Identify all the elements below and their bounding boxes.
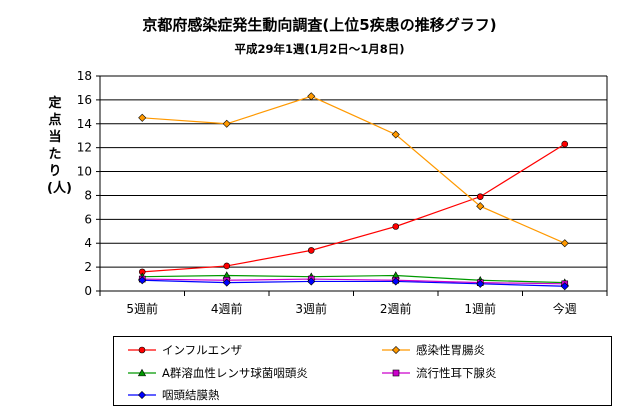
legend-entry: 感染性胃腸炎 [382, 343, 485, 357]
data-point [138, 113, 147, 122]
y-tick-label: 12 [77, 141, 92, 155]
legend-marker [137, 390, 147, 400]
data-point [391, 277, 400, 286]
data-point [392, 223, 400, 230]
series-2 [138, 92, 569, 248]
data-point [476, 279, 485, 288]
series-line [142, 95, 565, 244]
y-tick-label: 18 [77, 69, 92, 83]
y-tick-label: 8 [84, 188, 92, 202]
data-point [307, 92, 316, 101]
data-point [138, 276, 147, 285]
axes [96, 75, 608, 296]
line-chart: 0 2 4 6 8 10 12 14 16 18 5週前 4週前 3週前 2週前 1週前 今週 [77, 69, 608, 316]
series-5 [138, 276, 569, 291]
x-tick-labels: 5週前 4週前 3週前 2週前 1週前 今週 [126, 301, 576, 316]
data-point [391, 130, 400, 139]
legend-marker [137, 368, 147, 377]
x-tick-label: 3週前 [295, 301, 327, 316]
y-tick-label: 2 [84, 260, 92, 274]
legend-entry: インフルエンザ [128, 343, 242, 357]
legend-entry: A群溶血性レンサ球菌咽頭炎 [128, 366, 308, 380]
data-point [307, 277, 316, 286]
series-line [142, 279, 565, 287]
chart-subtitle: 平成29年1週(1月2日～1月8日) [234, 42, 405, 56]
x-tick-label: 1週前 [464, 301, 496, 316]
chart-title: 京都府感染症発生動向調査(上位5疾患の推移グラフ) [142, 16, 497, 34]
data-point [560, 282, 569, 291]
legend-marker [392, 369, 400, 377]
legend: インフルエンザ 感染性胃腸炎 A群溶血性レンサ球菌咽頭炎 流行性耳下腺炎咽頭結膜熱 [113, 336, 612, 406]
legend-entry: 流行性耳下腺炎 [382, 366, 497, 380]
series-line [142, 274, 565, 284]
series-1 [138, 140, 569, 276]
series-line [142, 278, 565, 285]
series-line [142, 143, 566, 273]
y-tick-label: 0 [84, 284, 92, 298]
data-point [561, 140, 569, 148]
x-tick-label: 今週 [553, 301, 577, 316]
y-tick-labels: 0 2 4 6 8 10 12 14 16 18 [77, 69, 92, 298]
x-tick-label: 5週前 [126, 301, 158, 316]
series-group [138, 92, 569, 291]
y-tick-label: 4 [84, 236, 92, 250]
data-point [560, 239, 569, 248]
legend-label: 咽頭結膜熱 [162, 388, 220, 402]
data-point [222, 119, 231, 128]
data-point [307, 247, 315, 254]
legend-label: 感染性胃腸炎 [416, 343, 485, 357]
y-tick-label: 14 [77, 117, 92, 131]
x-tick-label: 4週前 [211, 301, 243, 316]
legend-label: インフルエンザ [162, 343, 242, 357]
y-tick-label: 6 [84, 212, 92, 226]
x-tick-label: 2週前 [380, 301, 412, 316]
grid-lines [100, 75, 607, 268]
legend-entry: 咽頭結膜熱 [128, 388, 220, 402]
legend-marker [391, 345, 401, 355]
legend-label: A群溶血性レンサ球菌咽頭炎 [162, 366, 308, 380]
data-point [223, 262, 231, 270]
legend-label: 流行性耳下腺炎 [416, 366, 497, 380]
y-tick-label: 10 [77, 165, 92, 179]
data-point [476, 193, 484, 200]
legend-marker [138, 346, 146, 354]
data-point [476, 202, 485, 211]
data-point [222, 278, 231, 287]
y-tick-label: 16 [77, 93, 92, 107]
